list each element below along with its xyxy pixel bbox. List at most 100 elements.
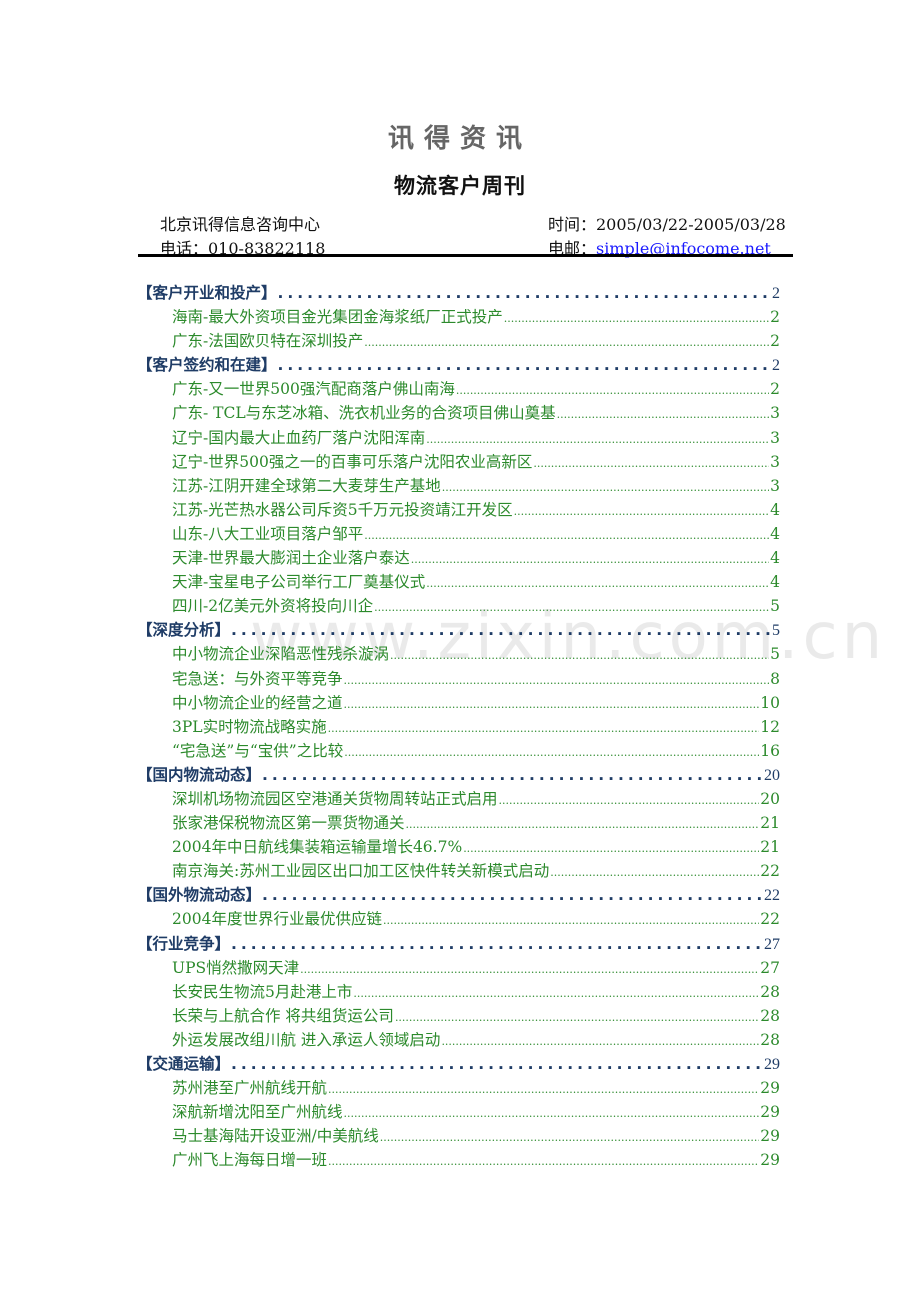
toc-entry[interactable]: 苏州港至广州航线开航..............................… bbox=[137, 1076, 780, 1100]
toc-label: 宅急送：与外资平等竞争 bbox=[172, 669, 343, 688]
dot-leader: ........................................… bbox=[503, 312, 770, 326]
toc-entry[interactable]: 江苏-江阴开建全球第二大麦芽生产基地......................… bbox=[137, 474, 780, 498]
dot-leader: ........................................… bbox=[231, 1055, 763, 1073]
toc-page-number: 21 bbox=[760, 838, 780, 857]
toc-entry[interactable]: 长荣与上航合作 将共组货运公司.........................… bbox=[137, 1004, 780, 1028]
toc-page-number: 29 bbox=[760, 1127, 780, 1146]
toc-page-number: 27 bbox=[764, 935, 780, 953]
toc-entry[interactable]: 南京海关:苏州工业园区出口加工区快件转关新模式启动...............… bbox=[137, 859, 780, 883]
toc-entry[interactable]: 广东-又一世界500强汽配商落户佛山南海....................… bbox=[137, 377, 780, 401]
toc-label: UPS悄然撒网天津 bbox=[172, 958, 300, 977]
toc-entry[interactable]: 辽宁-世界500强之一的百事可乐落户沈阳农业高新区...............… bbox=[137, 450, 780, 474]
toc-label: 深圳机场物流园区空港通关货物周转站正式启用 bbox=[172, 789, 498, 808]
dot-leader: ........................................… bbox=[410, 553, 769, 567]
toc-page-number: 2 bbox=[772, 357, 780, 375]
toc-entry[interactable]: 天津-宝星电子公司举行工厂奠基仪式.......................… bbox=[137, 570, 780, 594]
dot-leader: ........................................… bbox=[262, 765, 763, 784]
toc-section[interactable]: 【国外物流动态】................................… bbox=[137, 883, 780, 907]
toc-label: 四川-2亿美元外资将投向川企 bbox=[172, 597, 374, 616]
toc-page-number: 20 bbox=[764, 766, 780, 784]
toc-entry[interactable]: 中小物流企业深陷恶性残杀漩涡..........................… bbox=[137, 642, 780, 666]
toc-entry[interactable]: 天津-世界最大膨润土企业落户泰达........................… bbox=[137, 546, 780, 570]
toc-entry[interactable]: 海南-最大外资项目金光集团金海浆纸厂正式投产..................… bbox=[137, 305, 780, 329]
dot-leader: ........................................… bbox=[379, 1131, 760, 1145]
email-line: 电邮：simple@infocome.net bbox=[548, 235, 771, 259]
toc-label: 苏州港至广州航线开航 bbox=[172, 1079, 328, 1098]
dot-leader: ........................................… bbox=[426, 577, 769, 591]
dot-leader: ........................................… bbox=[382, 914, 760, 928]
toc-label: 辽宁-世界500强之一的百事可乐落户沈阳农业高新区 bbox=[172, 452, 533, 471]
toc-entry[interactable]: 四川-2亿美元外资将投向川企..........................… bbox=[137, 594, 780, 618]
toc-label: 深航新增沈阳至广州航线 bbox=[172, 1103, 343, 1122]
toc-entry[interactable]: 深航新增沈阳至广州航线.............................… bbox=[137, 1100, 780, 1124]
toc-entry[interactable]: 宅急送：与外资平等竞争.............................… bbox=[137, 667, 780, 691]
toc-label: 3PL实时物流战略实施 bbox=[172, 717, 327, 736]
watermark: www.zixin.com.cn bbox=[250, 600, 887, 674]
email-label: 电邮： bbox=[548, 239, 597, 258]
toc-label: 【客户开业和投产】 bbox=[137, 284, 277, 302]
toc-label: 【交通运输】 bbox=[137, 1055, 231, 1073]
toc-entry[interactable]: 广州飞上海每日增一班..............................… bbox=[137, 1148, 780, 1172]
dot-leader: ........................................… bbox=[344, 745, 760, 759]
toc-label: 江苏-江阴开建全球第二大麦芽生产基地 bbox=[172, 476, 441, 495]
organization: 北京讯得信息咨询中心 bbox=[160, 215, 321, 234]
toc-entry[interactable]: 2004年度世界行业最优供应链.........................… bbox=[137, 907, 780, 931]
toc-page-number: 5 bbox=[770, 645, 780, 664]
header-divider bbox=[138, 254, 793, 257]
toc-entry[interactable]: 中小物流企业的经营之道.............................… bbox=[137, 691, 780, 715]
dot-leader: ........................................… bbox=[498, 793, 760, 807]
toc-entry[interactable]: 外运发展改组川航 进入承运人领域启动......................… bbox=[137, 1028, 780, 1052]
toc-entry[interactable]: 山东-八大工业项目落户邹平...........................… bbox=[137, 522, 780, 546]
toc-page-number: 29 bbox=[760, 1103, 780, 1122]
brand-title: 讯得资讯 bbox=[387, 124, 532, 154]
dot-leader: ........................................… bbox=[405, 818, 760, 832]
toc-label: 中小物流企业深陷恶性残杀漩涡 bbox=[172, 645, 390, 664]
toc-section[interactable]: 【客户开业和投产】...............................… bbox=[137, 281, 780, 305]
toc-entry[interactable]: 广东-法国欧贝特在深圳投产...........................… bbox=[137, 329, 780, 353]
toc-entry[interactable]: 江苏-光芒热水器公司斥资5千万元投资靖江开发区.................… bbox=[137, 498, 780, 522]
toc-page-number: 10 bbox=[760, 693, 780, 712]
toc-label: 江苏-光芒热水器公司斥资5千万元投资靖江开发区 bbox=[172, 500, 513, 519]
toc-section[interactable]: 【客户签约和在建】...............................… bbox=[137, 353, 780, 377]
toc-page-number: 28 bbox=[760, 982, 780, 1001]
toc-entry[interactable]: 2004年中日航线集装箱运输量增长46.7%..................… bbox=[137, 835, 780, 859]
toc-label: 天津-宝星电子公司举行工厂奠基仪式 bbox=[172, 573, 426, 592]
toc-entry[interactable]: 辽宁-国内最大止血药厂落户沈阳浑南.......................… bbox=[137, 426, 780, 450]
toc-section[interactable]: 【交通运输】..................................… bbox=[137, 1052, 780, 1076]
toc-entry[interactable]: 马士基海陆开设亚洲/中美航线..........................… bbox=[137, 1124, 780, 1148]
toc-entry[interactable]: 长安民生物流5月赴港上市............................… bbox=[137, 980, 780, 1004]
toc-section[interactable]: 【行业竞争】..................................… bbox=[137, 932, 780, 956]
dot-leader: ........................................… bbox=[277, 284, 771, 302]
toc-section[interactable]: 【深度分析】..................................… bbox=[137, 618, 780, 642]
toc-entry[interactable]: 3PL实时物流战略实施.............................… bbox=[137, 715, 780, 739]
toc-entry[interactable]: 张家港保税物流区第一票货物通关.........................… bbox=[137, 811, 780, 835]
dot-leader: ........................................… bbox=[300, 962, 760, 976]
toc-page-number: 3 bbox=[770, 428, 780, 447]
toc-page-number: 3 bbox=[770, 476, 780, 495]
toc-entry[interactable]: “宅急送”与“宝供”之比较...........................… bbox=[137, 739, 780, 763]
toc-page-number: 2 bbox=[770, 308, 780, 327]
toc-page-number: 22 bbox=[760, 862, 780, 881]
dot-leader: ........................................… bbox=[343, 1107, 760, 1121]
toc-label: 【客户签约和在建】 bbox=[137, 356, 277, 375]
toc-label: 长安民生物流5月赴港上市 bbox=[172, 982, 353, 1001]
dot-leader: ........................................… bbox=[463, 842, 760, 856]
toc-page-number: 2 bbox=[772, 285, 780, 302]
toc-entry[interactable]: 深圳机场物流园区空港通关货物周转站正式启用...................… bbox=[137, 787, 780, 811]
toc-label: 【深度分析】 bbox=[137, 621, 231, 640]
dot-leader: ........................................… bbox=[231, 934, 763, 953]
email-link[interactable]: simple@infocome.net bbox=[596, 239, 771, 258]
toc-label: 外运发展改组川航 进入承运人领域启动 bbox=[172, 1030, 441, 1049]
toc-entry[interactable]: 广东- TCL与东芝冰箱、洗衣机业务的合资项目佛山奠基.............… bbox=[137, 401, 780, 425]
toc-label: 广东- TCL与东芝冰箱、洗衣机业务的合资项目佛山奠基 bbox=[172, 404, 556, 423]
toc-label: 天津-世界最大膨润土企业落户泰达 bbox=[172, 549, 410, 568]
toc-entry[interactable]: UPS悄然撒网天津...............................… bbox=[137, 956, 780, 980]
dot-leader: ........................................… bbox=[343, 673, 770, 687]
toc-label: 海南-最大外资项目金光集团金海浆纸厂正式投产 bbox=[172, 308, 503, 327]
toc-label: 辽宁-国内最大止血药厂落户沈阳浑南 bbox=[172, 428, 426, 447]
toc-page-number: 16 bbox=[760, 741, 780, 760]
toc-page-number: 29 bbox=[760, 1151, 780, 1170]
toc-page-number: 29 bbox=[764, 1056, 780, 1073]
toc-section[interactable]: 【国内物流动态】................................… bbox=[137, 763, 780, 787]
